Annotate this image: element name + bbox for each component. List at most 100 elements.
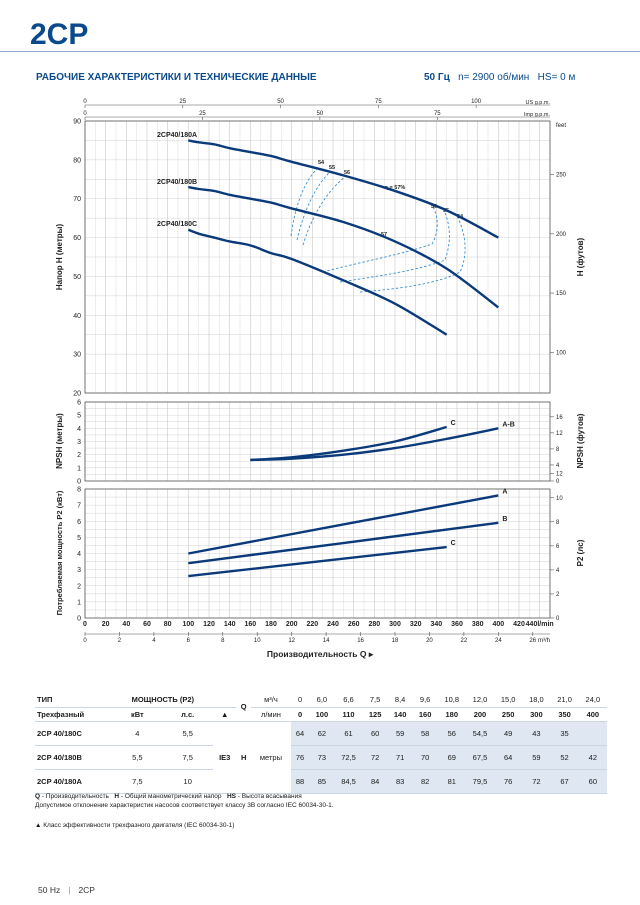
head-curve-label: 2CP40/180A [157, 132, 197, 139]
efficiency-label: 56 [431, 204, 437, 210]
npsh-feet-tick-label: 0 [556, 479, 560, 485]
head-curve-label: 2CP40/180C [157, 221, 197, 228]
head-cell: 61 [334, 721, 363, 746]
ie-note: ▲ Класс эффективности трехфазного двигат… [35, 822, 235, 829]
power-ylabel: Потребляемая мощность P2 (кВт) [55, 490, 64, 615]
head-cell: 88 [290, 769, 310, 794]
legend-hs-key: HS [226, 793, 236, 800]
power-curve-label: B [502, 516, 507, 523]
head-cell: 84,5 [334, 769, 363, 794]
power-curve-C [188, 545, 447, 578]
table-row: 2CP 40/180C 4 5,5 IE3 H метры 64 62 61 6… [35, 721, 607, 794]
q-lmin-cell: 100 [309, 707, 335, 722]
power-curve-A [188, 494, 499, 555]
lmin-tick-label: 120 [203, 621, 215, 628]
head-cell: 71 [387, 745, 413, 770]
m3h-tick-label: 6 [187, 638, 191, 644]
q-m3h-cell: 8,4 [387, 693, 413, 708]
q-m3h-cell: 12,0 [465, 693, 495, 708]
m3h-axis-label: m³/h [538, 638, 550, 644]
head-ytick-label: 90 [73, 119, 81, 126]
head-cell: 59 [387, 721, 413, 746]
power-curve-B [188, 521, 499, 565]
head-cell: 49 [494, 721, 523, 746]
q-lmin-cell: 250 [494, 707, 523, 722]
frequency-label: 50 Гц [424, 72, 450, 83]
header-q: Q [236, 693, 252, 722]
head-cell: 35 [550, 721, 579, 746]
q-lmin-cell: 200 [465, 707, 495, 722]
q-m3h-cell: 24,0 [578, 693, 607, 708]
power-ytick-label: 4 [77, 551, 81, 558]
hs-label: HS= 0 м [537, 72, 576, 83]
lmin-tick-label: 140 [224, 621, 236, 628]
npsh-curve-label: A-B [502, 421, 514, 428]
head-cell: 84 [362, 769, 388, 794]
head-cell: 64 [290, 721, 310, 746]
head-ytick-label: 50 [73, 274, 81, 281]
speed-label: n= 2900 об/мин [458, 72, 530, 83]
q-m3h-cell: 0 [290, 693, 310, 708]
efficiency-curve [302, 176, 346, 246]
head-cell: 73 [309, 745, 335, 770]
m3h-tick-label: 14 [323, 638, 330, 644]
lmin-tick-label: 400 [492, 621, 504, 628]
head-cell: 67,5 [465, 745, 495, 770]
m3h-tick-label: 8 [221, 638, 225, 644]
m3h-tick-label: 20 [426, 638, 433, 644]
impgpm-axis-label: Imp g.p.m. [524, 112, 550, 118]
head-cell: 69 [437, 745, 466, 770]
lmin-tick-label: 360 [451, 621, 463, 628]
npsh-ytick-label: 2 [77, 452, 81, 459]
head-cell: 72 [362, 745, 388, 770]
notes: Q - Производительность H - Общий маномет… [35, 792, 334, 810]
head-ytick-label: 40 [73, 313, 81, 320]
efficiency-label: 55 [329, 165, 335, 171]
efficiency-label: 56 [344, 170, 350, 176]
head-frame [84, 120, 551, 394]
head-cell: 72 [522, 769, 551, 794]
power-ytick-label: 1 [77, 599, 81, 606]
head-cell: 42 [578, 745, 607, 770]
m3h-tick-label: 22 [461, 638, 468, 644]
lmin-tick-label: 320 [410, 621, 422, 628]
power-ytick-label: 7 [77, 503, 81, 510]
lmin-tick-label: 440l/min [526, 621, 554, 628]
head-cell: 43 [522, 721, 551, 746]
lmin-tick-label: 0 [83, 621, 87, 628]
npsh-feet-tick-label: 8 [556, 447, 560, 453]
power-ylabel-right: P2 (лс) [576, 539, 585, 566]
q-lmin-cell: 110 [334, 707, 363, 722]
power-curve-label: A [502, 488, 507, 495]
tolerance-note: Допустимое отклонение характеристик насо… [35, 802, 334, 809]
power-ytick-label: 6 [77, 519, 81, 526]
head-ylabel-right: H (футов) [576, 237, 585, 276]
usgpm-tick-label: 100 [471, 99, 482, 105]
npsh-frame [84, 401, 551, 482]
table-row: 2CP 40/180B 5,5 7,5 76 73 72,5 72 71 70 … [35, 745, 607, 770]
head-ytick-label: 30 [73, 352, 81, 359]
head-cell: 60 [362, 721, 388, 746]
efficiency-curve [322, 204, 438, 273]
q-lmin-cell: 180 [437, 707, 466, 722]
feet-tick-label: 200 [556, 232, 567, 238]
header-h: H [236, 721, 252, 794]
head-cell: 67 [550, 769, 579, 794]
m3h-tick-label: 4 [152, 638, 156, 644]
q-m3h-cell: 18,0 [522, 693, 551, 708]
m3h-tick-label: 2 [118, 638, 122, 644]
legend-q-text: - Производительность [40, 793, 109, 800]
head-curve-2CP40/180C [187, 228, 448, 336]
header-unit-m3h: м³/ч [251, 693, 291, 708]
head-cell: 72,5 [334, 745, 363, 770]
impgpm-tick-label: 25 [199, 111, 206, 117]
hp-tick-label: 2 [556, 592, 560, 598]
lmin-tick-label: 180 [265, 621, 277, 628]
footer: 50 Hz | 2CP [38, 885, 95, 895]
head-cell: 82 [412, 769, 438, 794]
header-meters: метры [251, 721, 291, 794]
spec-table: ТИП МОЩНОСТЬ (P2) Q м³/ч 0 6,0 6,6 7,5 8… [35, 693, 607, 794]
power-ytick-label: 0 [77, 616, 81, 623]
head-curve-2CP40/180B [188, 185, 500, 309]
lmin-tick-label: 300 [389, 621, 401, 628]
